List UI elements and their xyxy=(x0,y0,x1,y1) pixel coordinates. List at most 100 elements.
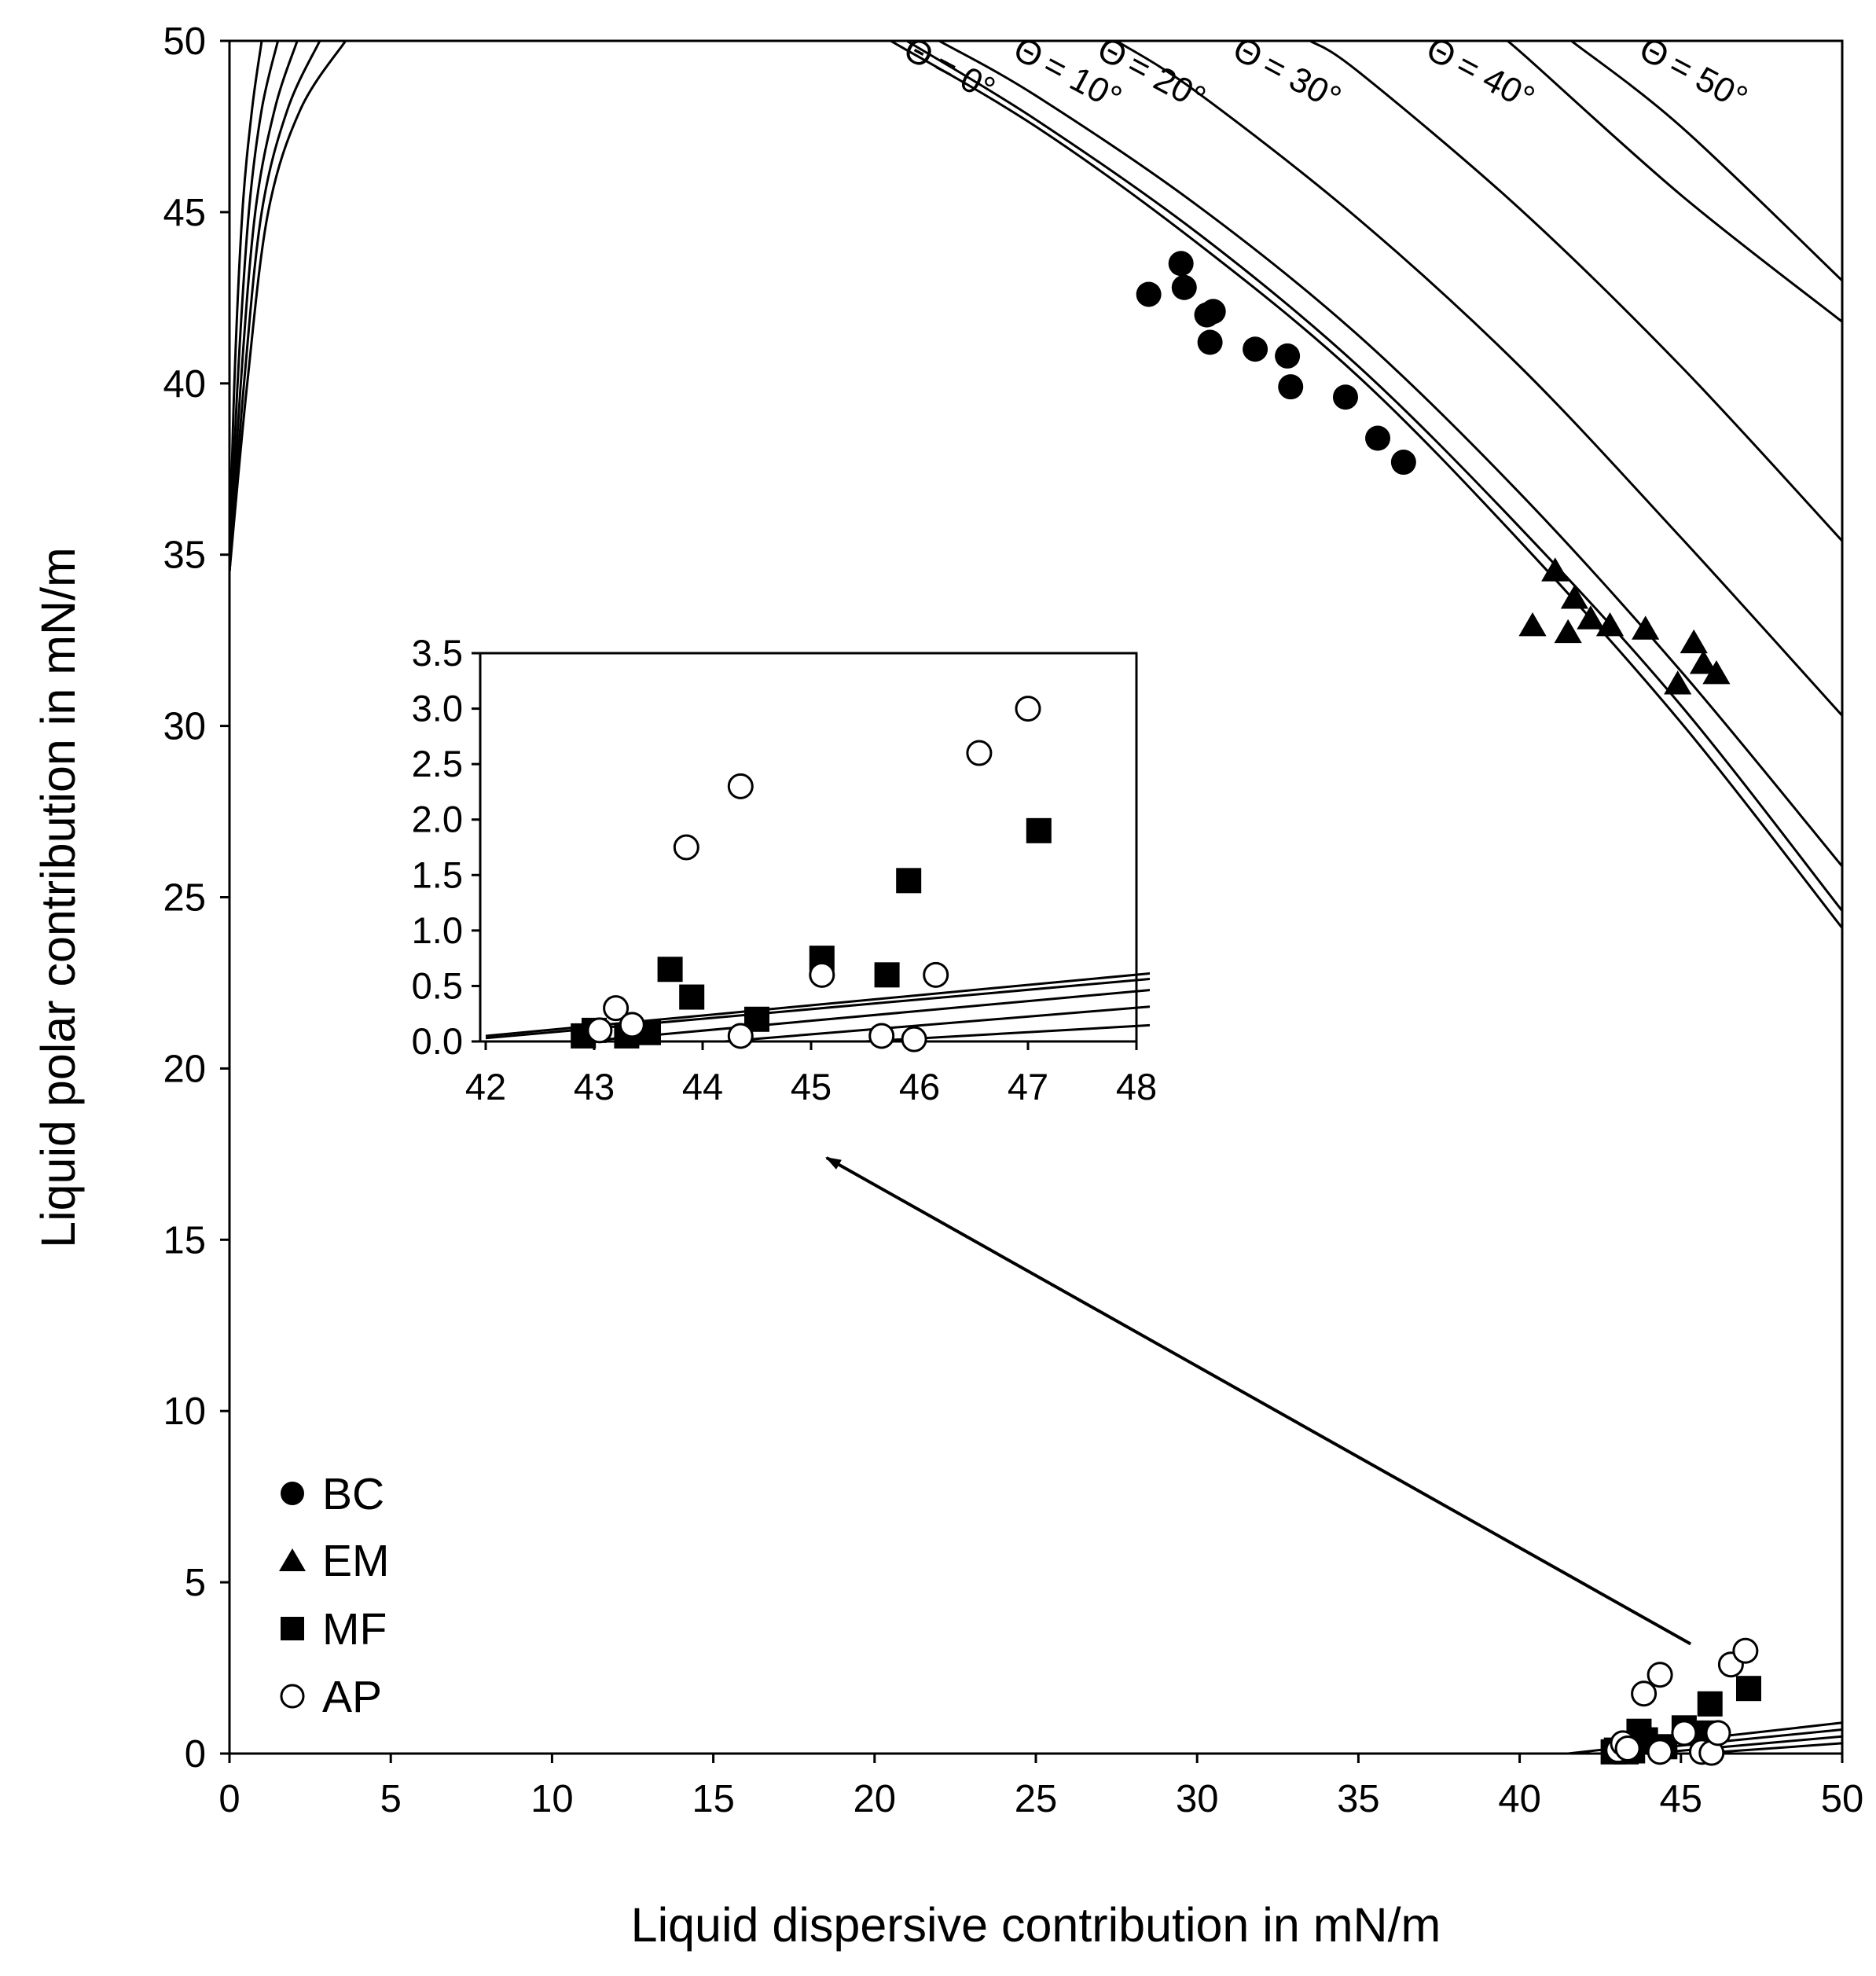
point-em xyxy=(1632,615,1660,640)
inset-point-ap xyxy=(727,1023,754,1049)
contour-line-theta-20 xyxy=(1115,41,1842,717)
point-bc xyxy=(1332,384,1358,410)
inset-y-tick-label: 2.5 xyxy=(412,743,463,784)
y-tick-label: 25 xyxy=(163,877,206,920)
inset-point-mf xyxy=(874,962,900,988)
point-ap xyxy=(1631,1680,1658,1707)
inset-point-ap xyxy=(923,961,949,988)
point-em xyxy=(1664,670,1692,695)
inset-y-tick-label: 1.5 xyxy=(412,854,463,895)
inset-point-ap xyxy=(1015,696,1041,722)
left-contour-curve xyxy=(229,41,299,572)
contour-label-text: = 30° xyxy=(1257,46,1347,118)
legend-marker-em xyxy=(279,1548,306,1571)
inset-y-tick-label: 0.0 xyxy=(412,1020,463,1062)
contour-labels: Θ= 0° Θ= 10°Θ= 20° Θ= 30° Θ= 40° Θ= 50° xyxy=(898,30,1753,119)
y-tick-label: 45 xyxy=(163,192,206,234)
inset-y-tick-label: 1.0 xyxy=(412,909,463,951)
x-axis-ticks: 0 5 10 15 20 25 30 35 40 45 50 xyxy=(218,1754,1863,1820)
inset-y-tick-label: 3.0 xyxy=(412,688,463,729)
inset-contour-line xyxy=(724,1005,1150,1041)
inset-point-ap xyxy=(673,834,699,861)
point-bc xyxy=(1200,299,1226,325)
contour-line-theta-5 xyxy=(906,41,1842,912)
inset-x-tick-label: 44 xyxy=(682,1066,723,1107)
left-contour-curve xyxy=(229,41,280,572)
inset-plot: 42 43 44 45 46 47 48 0.0 0.5 1.0 1.5 2.0 2.5 3.0 3.5 xyxy=(412,632,1157,1107)
point-em xyxy=(1689,649,1718,674)
x-axis-label: Liquid dispersive contribution in mN/m xyxy=(631,1898,1441,1952)
y-axis-label: Liquid polar contribution in mN/m xyxy=(31,547,85,1248)
point-bc xyxy=(1168,251,1194,277)
inset-point-ap xyxy=(868,1023,895,1049)
inset-y-tick-label: 2.0 xyxy=(412,799,463,840)
point-em xyxy=(1577,605,1605,630)
data-points xyxy=(1136,251,1761,1766)
inset-x-tick-label: 47 xyxy=(1008,1066,1048,1107)
inset-y-axis-ticks: 0.0 0.5 1.0 1.5 2.0 2.5 3.0 3.5 xyxy=(412,632,480,1062)
contour-line-theta-0 xyxy=(890,41,1842,929)
y-tick-label: 35 xyxy=(163,534,206,577)
point-ap xyxy=(1647,1739,1673,1765)
point-em xyxy=(1560,585,1588,609)
x-tick-label: 35 xyxy=(1337,1778,1380,1820)
inset-x-tick-label: 45 xyxy=(791,1066,832,1107)
point-mf xyxy=(1697,1691,1723,1717)
x-tick-label: 45 xyxy=(1660,1778,1703,1820)
left-contour-curve xyxy=(229,41,347,572)
point-ap xyxy=(1647,1662,1673,1688)
point-em xyxy=(1518,612,1547,637)
legend: BC EM MF AP xyxy=(279,1469,390,1722)
y-axis-ticks: 0 5 10 15 20 25 30 35 40 45 50 xyxy=(163,20,229,1776)
point-ap xyxy=(1732,1637,1759,1664)
contour-line-theta-40 xyxy=(1502,41,1842,323)
point-em xyxy=(1554,619,1582,644)
inset-point-ap xyxy=(619,1012,645,1038)
point-bc xyxy=(1197,329,1223,355)
inset-point-mf xyxy=(896,868,922,894)
inset-x-axis-ticks: 42 43 44 45 46 47 48 xyxy=(465,1041,1157,1107)
point-em xyxy=(1595,612,1625,637)
x-tick-label: 30 xyxy=(1176,1778,1219,1820)
left-contour-curve xyxy=(229,41,263,572)
inset-point-ap xyxy=(966,740,993,766)
y-tick-label: 30 xyxy=(163,706,206,748)
contour-line-theta-50 xyxy=(1570,41,1842,282)
point-bc xyxy=(1275,343,1301,369)
zoom-arrow xyxy=(825,1156,1692,1646)
inset-contour-line xyxy=(583,989,1150,1041)
contour-line-theta-10 xyxy=(938,41,1842,868)
point-em xyxy=(1541,557,1569,582)
point-ap xyxy=(1671,1720,1698,1746)
y-tick-label: 50 xyxy=(163,20,206,63)
point-mf xyxy=(1735,1676,1761,1702)
point-ap xyxy=(1614,1735,1641,1761)
inset-y-tick-label: 3.5 xyxy=(412,632,463,674)
inset-point-ap xyxy=(603,995,630,1022)
legend-label-em: EM xyxy=(322,1536,390,1586)
inset-point-ap xyxy=(586,1017,613,1044)
contour-label-theta-30: Θ= 30° xyxy=(1227,30,1347,119)
point-em xyxy=(1680,629,1708,654)
y-tick-label: 20 xyxy=(163,1048,206,1090)
inset-x-tick-label: 48 xyxy=(1116,1066,1157,1107)
point-bc xyxy=(1365,425,1391,451)
inset-point-mf xyxy=(657,957,683,982)
contour-label-theta-50: Θ= 50° xyxy=(1633,30,1753,119)
contour-line-theta-30 xyxy=(1309,41,1842,542)
legend-marker-mf xyxy=(281,1617,304,1640)
legend-label-bc: BC xyxy=(322,1469,384,1519)
contour-label-text: = 20° xyxy=(1122,46,1212,118)
inset-x-tick-label: 46 xyxy=(899,1066,940,1107)
point-bc xyxy=(1243,336,1268,362)
contour-label-theta-40: Θ= 40° xyxy=(1420,30,1540,119)
x-tick-label: 20 xyxy=(854,1778,897,1820)
legend-label-mf: MF xyxy=(322,1604,387,1655)
x-tick-label: 15 xyxy=(692,1778,735,1820)
y-tick-label: 10 xyxy=(163,1390,206,1433)
legend-marker-bc xyxy=(281,1482,304,1505)
legend-marker-ap xyxy=(280,1684,305,1709)
point-bc xyxy=(1390,450,1416,476)
point-bc xyxy=(1278,374,1304,400)
